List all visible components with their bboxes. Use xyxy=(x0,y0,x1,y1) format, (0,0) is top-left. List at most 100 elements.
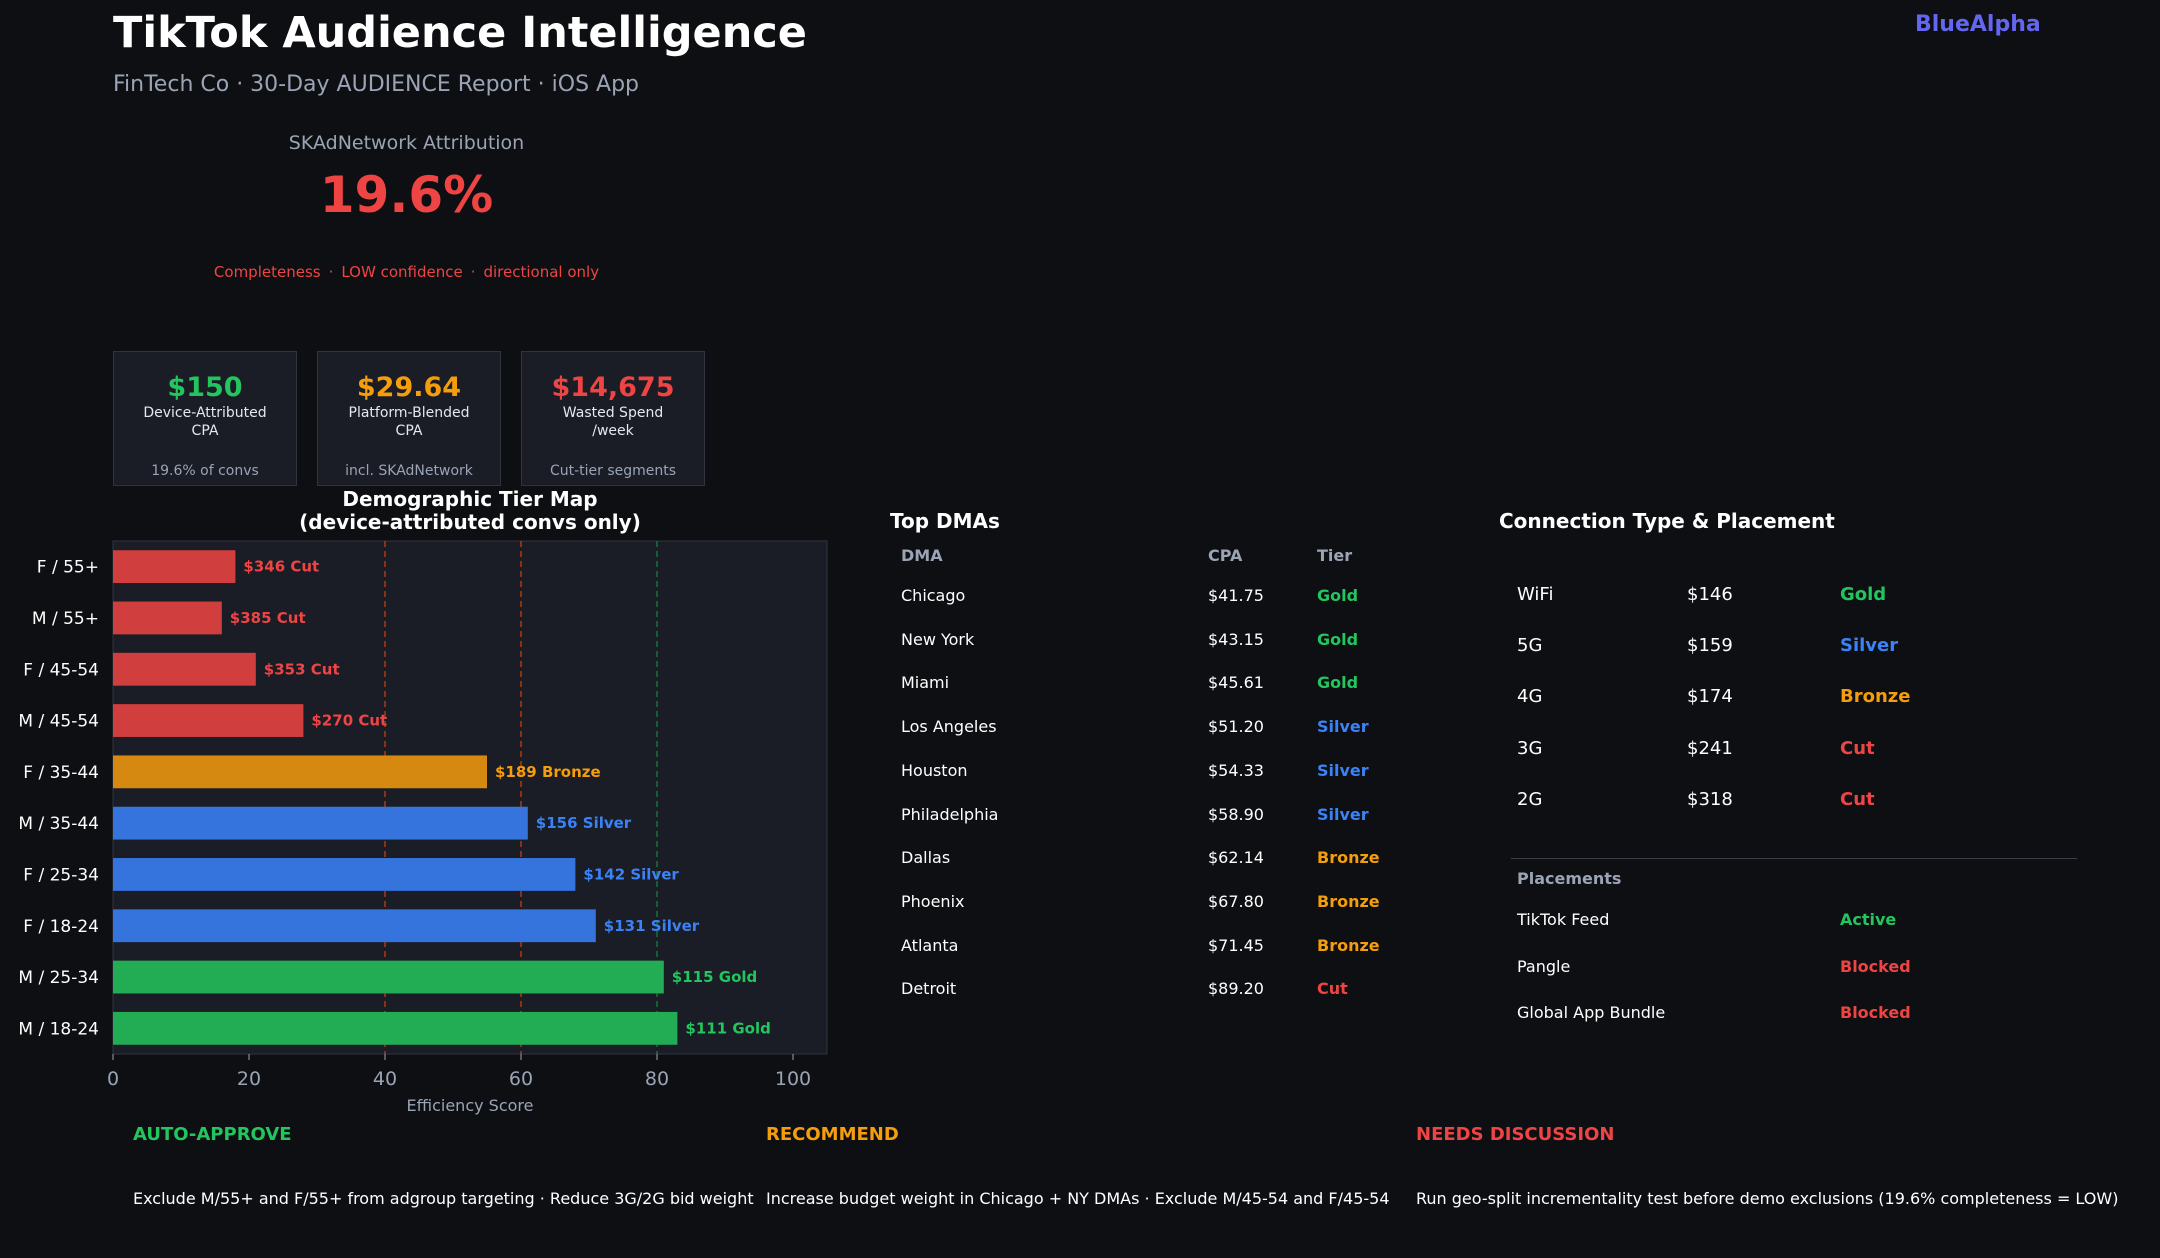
placement-row: Pangle Blocked xyxy=(0,957,2160,983)
dma-cpa: $51.20 xyxy=(1208,717,1264,737)
placement-status: Blocked xyxy=(1840,1003,1911,1022)
x-tick-label: 20 xyxy=(237,1068,261,1090)
dma-header-tier: Tier xyxy=(1317,546,1353,565)
bar xyxy=(113,960,664,994)
page-subtitle: FinTech Co · 30-Day AUDIENCE Report · iO… xyxy=(113,72,640,97)
chart-title: (device-attributed convs only) xyxy=(299,510,641,534)
connection-type: WiFi xyxy=(1517,584,1554,605)
x-axis-label: Efficiency Score xyxy=(407,1096,534,1115)
dma-cpa: $67.80 xyxy=(1208,891,1264,911)
dma-header-cpa: CPA xyxy=(1208,546,1243,565)
dma-tier: Gold xyxy=(1317,673,1359,693)
dma-tier: Silver xyxy=(1317,760,1369,780)
dma-section-title: Top DMAs xyxy=(890,509,1000,533)
bar-data-label: $111 Gold xyxy=(685,1019,770,1037)
connection-cpa: $318 xyxy=(1687,788,1733,810)
placement-name: TikTok Feed xyxy=(1517,910,1610,929)
bar-data-label: $115 Gold xyxy=(672,968,757,986)
y-tick-label: M / 35-44 xyxy=(18,814,99,834)
dma-name: Atlanta xyxy=(901,935,959,955)
bar-data-label: $346 Cut xyxy=(243,558,319,576)
dma-row: Houston $54.33 Silver xyxy=(0,761,2160,791)
dma-tier: Gold xyxy=(1317,586,1359,605)
dma-row: Dallas $62.14 Bronze xyxy=(0,848,2160,878)
x-tick-label: 40 xyxy=(373,1068,397,1090)
connection-tier: Bronze xyxy=(1840,686,1911,708)
kpi-card-device-cpa: $150 Device-Attributed CPA 19.6% of convs xyxy=(113,351,297,486)
connection-cpa: $159 xyxy=(1687,635,1733,657)
connection-tier: Cut xyxy=(1840,737,1875,759)
y-tick-label: M / 55+ xyxy=(32,609,99,629)
dma-name: Philadelphia xyxy=(901,804,999,824)
connection-tier: Silver xyxy=(1840,635,1899,657)
action-heading-recommend: RECOMMEND xyxy=(766,1124,899,1145)
chart-title: Demographic Tier Map xyxy=(342,487,597,511)
x-tick-label: 60 xyxy=(509,1068,533,1090)
dma-row: Philadelphia $58.90 Silver xyxy=(0,805,2160,835)
bar xyxy=(113,704,304,737)
placement-name: Pangle xyxy=(1517,956,1571,976)
action-text-auto-approve: Exclude M/55+ and F/55+ from adgroup tar… xyxy=(133,1189,754,1208)
note-directional: directional only xyxy=(483,263,600,281)
y-tick-label: M / 25-34 xyxy=(18,968,99,988)
kpi-sub: Cut-tier segments xyxy=(549,463,677,479)
y-tick-label: M / 45-54 xyxy=(18,712,99,732)
dma-cpa: $45.61 xyxy=(1208,673,1264,693)
connection-section-title: Connection Type & Placement xyxy=(1499,509,1835,533)
y-tick-label: F / 55+ xyxy=(37,558,99,578)
dma-name: Houston xyxy=(901,760,968,780)
bar xyxy=(113,1011,678,1045)
connection-row: 3G $241 Cut xyxy=(0,738,2160,768)
connection-tier: Cut xyxy=(1840,788,1875,810)
dma-row: New York $43.15 Gold xyxy=(0,630,2160,660)
page-title: TikTok Audience Intelligence xyxy=(113,8,807,58)
kpi-label: Platform-Blended CPA xyxy=(348,405,470,439)
demographic-tier-chart: $346 Cut F / 55+ $385 Cut M / 55+ $353 Cut F … xyxy=(18,487,828,1115)
dma-cpa: $54.33 xyxy=(1208,760,1264,780)
y-tick-label: F / 35-44 xyxy=(23,763,99,783)
bar xyxy=(113,909,596,943)
connection-row: WiFi $146 Gold xyxy=(0,584,2160,614)
bar-data-label: $131 Silver xyxy=(604,917,700,935)
action-text-needs-discussion: Run geo-split incrementality test before… xyxy=(1416,1189,2119,1208)
placements-title: Placements xyxy=(1517,869,1622,888)
bar xyxy=(113,550,236,584)
dma-row: Chicago $41.75 Gold xyxy=(0,586,2160,616)
bar-data-label: $189 Bronze xyxy=(495,763,601,781)
connection-row: 5G $159 Silver xyxy=(0,635,2160,665)
bar xyxy=(113,858,576,891)
kpi-label: Wasted Spend/week xyxy=(562,405,664,439)
action-heading-auto-approve: AUTO-APPROVE xyxy=(133,1124,292,1145)
placement-status: Active xyxy=(1840,910,1897,929)
kpi-sub: incl. SKAdNetwork xyxy=(345,463,473,479)
connection-type: 5G xyxy=(1517,635,1543,657)
bar-data-label: $142 Silver xyxy=(583,865,679,883)
kpi-value: $14,675 xyxy=(551,372,675,403)
y-tick-label: M / 18-24 xyxy=(18,1019,99,1039)
dma-name: Miami xyxy=(901,673,950,693)
dma-tier: Silver xyxy=(1317,717,1369,737)
brand-logo: BlueAlpha xyxy=(1915,12,2041,37)
bar xyxy=(113,755,487,789)
dma-cpa: $41.75 xyxy=(1208,586,1264,605)
placement-name: Global App Bundle xyxy=(1517,1003,1666,1022)
dma-name: Phoenix xyxy=(901,891,965,911)
connection-row: 2G $318 Cut xyxy=(0,789,2160,819)
dma-tier: Bronze xyxy=(1317,848,1380,868)
dma-cpa: $71.45 xyxy=(1208,935,1264,955)
skadnetwork-note: Completeness · LOW confidence · directional … xyxy=(120,263,693,281)
connection-type: 3G xyxy=(1517,737,1543,759)
bar xyxy=(113,652,256,686)
connection-type: 2G xyxy=(1517,788,1543,810)
bar-data-label: $385 Cut xyxy=(230,609,306,627)
note-separator: · xyxy=(328,263,334,281)
dma-tier: Gold xyxy=(1317,629,1359,649)
dma-row: Atlanta $71.45 Bronze xyxy=(0,936,2160,966)
bar-data-label: $270 Cut xyxy=(311,712,387,730)
y-tick-label: F / 25-34 xyxy=(23,865,99,885)
kpi-card-wasted-spend: $14,675 Wasted Spend/week Cut-tier segme… xyxy=(521,351,705,486)
note-confidence: LOW confidence xyxy=(341,263,463,281)
dma-tier: Bronze xyxy=(1317,935,1380,955)
connection-type: 4G xyxy=(1517,686,1543,708)
y-tick-label: F / 45-54 xyxy=(23,660,99,680)
